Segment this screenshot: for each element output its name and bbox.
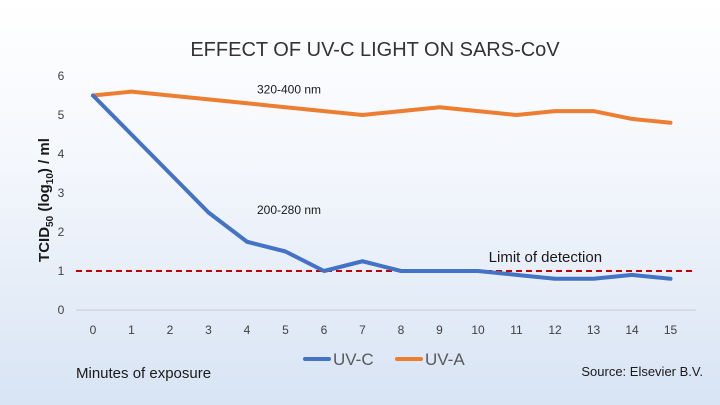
x-tick-label: 4 (244, 323, 251, 337)
series-line-uv-c (91, 93, 673, 281)
x-tick-label: 9 (436, 323, 443, 337)
x-tick-label: 6 (321, 323, 328, 337)
x-tick-label: 5 (282, 323, 289, 337)
y-axis-label-sub2: 10 (45, 173, 56, 185)
legend-label: UV-A (425, 350, 465, 369)
x-tick-label: 8 (398, 323, 405, 337)
x-tick-label: 7 (359, 323, 366, 337)
y-tick-label: 1 (58, 264, 65, 278)
y-axis-label-main: TCID (36, 227, 53, 262)
x-tick-label: 14 (625, 323, 639, 337)
y-tick-label: 3 (58, 186, 65, 200)
x-tick-label: 13 (587, 323, 601, 337)
y-tick-label: 4 (58, 147, 65, 161)
y-axis-label-sub1: 50 (45, 215, 56, 227)
x-axis-label: Minutes of exposure (76, 365, 211, 382)
y-axis-ticks: 0 1 2 3 4 5 6 (58, 69, 65, 317)
legend: UV-C UV-A (303, 350, 465, 369)
y-tick-label: 6 (58, 69, 65, 83)
x-tick-label: 0 (90, 323, 97, 337)
x-tick-label: 1 (128, 323, 135, 337)
limit-of-detection-label: Limit of detection (489, 249, 602, 266)
y-tick-label: 5 (58, 108, 65, 122)
series-annotation: 320-400 nm (257, 82, 321, 96)
y-tick-label: 2 (58, 225, 65, 239)
annotation-layer: 320-400 nm 200-280 nm (257, 82, 321, 217)
legend-label: UV-C (333, 350, 374, 369)
series-line-uv-a (91, 89, 673, 125)
y-axis-label-mid: (log (36, 184, 53, 216)
x-tick-label: 15 (664, 323, 678, 337)
y-axis-label: TCID50 (log10) / ml (36, 138, 56, 262)
x-tick-label: 10 (471, 323, 485, 337)
x-tick-label: 2 (167, 323, 174, 337)
y-axis-label-end: ) / ml (36, 138, 53, 173)
source-note: Source: Elsevier B.V. (581, 364, 703, 379)
series-layer (91, 89, 673, 281)
series-annotation: 200-280 nm (257, 203, 321, 217)
x-axis-ticks: 0 1 2 3 4 5 6 7 8 9 10 11 12 13 14 15 (90, 323, 678, 337)
chart-title: EFFECT OF UV-C LIGHT ON SARS-CoV (190, 39, 560, 61)
x-tick-label: 12 (548, 323, 562, 337)
x-tick-label: 11 (510, 323, 523, 337)
y-tick-label: 0 (58, 303, 65, 317)
x-tick-label: 3 (205, 323, 212, 337)
